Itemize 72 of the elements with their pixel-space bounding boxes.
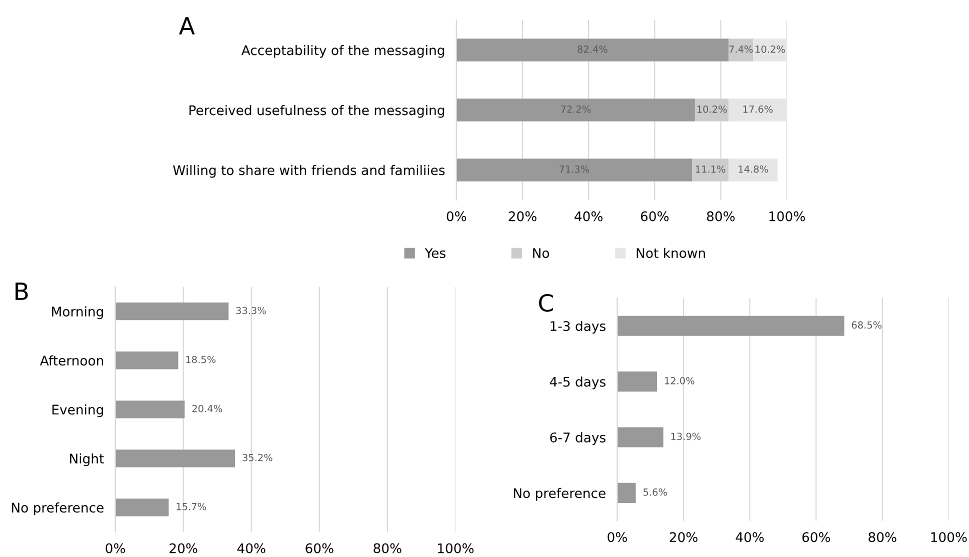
data-label: 7.4% bbox=[729, 46, 753, 53]
data-label: 12.0% bbox=[665, 377, 694, 384]
bar bbox=[617, 372, 658, 392]
bar bbox=[617, 427, 664, 448]
data-label: 68.5% bbox=[852, 321, 882, 329]
bar bbox=[728, 158, 778, 182]
y-tick-label: Acceptability of the messaging bbox=[241, 45, 444, 58]
x-tick-label: 20% bbox=[508, 211, 536, 222]
x-tick-label: 40% bbox=[736, 532, 764, 542]
bar bbox=[694, 98, 729, 122]
bar bbox=[692, 158, 729, 182]
bar bbox=[617, 482, 636, 503]
bar bbox=[115, 400, 185, 418]
y-tick-label: Willing to share with friends and familiies bbox=[173, 164, 445, 178]
x-tick-label: 60% bbox=[306, 543, 334, 554]
x-tick-label: 100% bbox=[931, 532, 967, 542]
data-label: 15.7% bbox=[176, 502, 206, 510]
bar bbox=[115, 450, 236, 468]
bar bbox=[617, 316, 844, 336]
y-tick-label: No preference bbox=[514, 488, 606, 501]
x-tick-label: 100% bbox=[438, 543, 474, 554]
legend-label: Not known bbox=[636, 248, 705, 258]
data-label: 13.9% bbox=[671, 432, 701, 440]
y-tick-label: Night bbox=[70, 453, 104, 466]
bar bbox=[728, 98, 787, 122]
data-label: 35.2% bbox=[242, 454, 272, 462]
x-tick-label: 20% bbox=[670, 532, 698, 542]
y-tick-label: Evening bbox=[52, 404, 103, 418]
y-tick-label: No preference bbox=[12, 502, 104, 516]
data-label: 17.6% bbox=[743, 105, 773, 113]
x-tick-label: 80% bbox=[706, 211, 735, 222]
x-tick-label: 40% bbox=[574, 211, 603, 222]
y-tick-label: 4-5 days bbox=[550, 376, 606, 390]
bar bbox=[728, 38, 754, 62]
bar bbox=[456, 158, 692, 182]
data-label: 71.3% bbox=[560, 165, 590, 173]
bar bbox=[115, 498, 169, 516]
bar bbox=[115, 352, 178, 370]
x-tick-label: 20% bbox=[170, 543, 198, 554]
x-tick-label: 60% bbox=[640, 211, 669, 222]
x-tick-label: 0% bbox=[446, 211, 466, 222]
data-label: 82.4% bbox=[578, 46, 608, 53]
data-label: 10.2% bbox=[697, 105, 727, 113]
data-label: 5.6% bbox=[644, 488, 667, 496]
data-label: 20.4% bbox=[192, 404, 222, 412]
data-label: 14.8% bbox=[738, 165, 768, 173]
chart-title: C bbox=[539, 294, 553, 312]
bar bbox=[115, 302, 229, 320]
x-tick-label: 100% bbox=[769, 211, 805, 222]
legend-label: Yes bbox=[424, 248, 446, 258]
y-tick-label: Perceived usefulness of the messaging bbox=[190, 104, 444, 118]
x-tick-label: 60% bbox=[802, 532, 830, 542]
data-label: 18.5% bbox=[186, 356, 216, 364]
bar bbox=[753, 38, 787, 62]
data-label: 72.2% bbox=[561, 105, 591, 113]
y-tick-label: Afternoon bbox=[40, 355, 104, 366]
bar bbox=[456, 38, 729, 62]
x-tick-label: 80% bbox=[374, 543, 402, 554]
x-tick-label: 80% bbox=[868, 532, 896, 542]
legend-label: No bbox=[533, 248, 550, 258]
bar bbox=[456, 98, 695, 122]
data-label: 10.2% bbox=[756, 46, 785, 53]
y-tick-label: 1-3 days bbox=[550, 320, 606, 334]
text: A bbox=[179, 17, 195, 34]
chart-title: B bbox=[16, 282, 28, 300]
y-tick-label: 6-7 days bbox=[550, 432, 606, 445]
data-label: 11.1% bbox=[696, 165, 726, 173]
x-tick-label: 0% bbox=[106, 543, 126, 554]
y-tick-label: Morning bbox=[52, 306, 103, 320]
x-tick-label: 0% bbox=[608, 532, 627, 542]
x-tick-label: 40% bbox=[237, 543, 266, 554]
data-label: 33.3% bbox=[236, 306, 266, 314]
